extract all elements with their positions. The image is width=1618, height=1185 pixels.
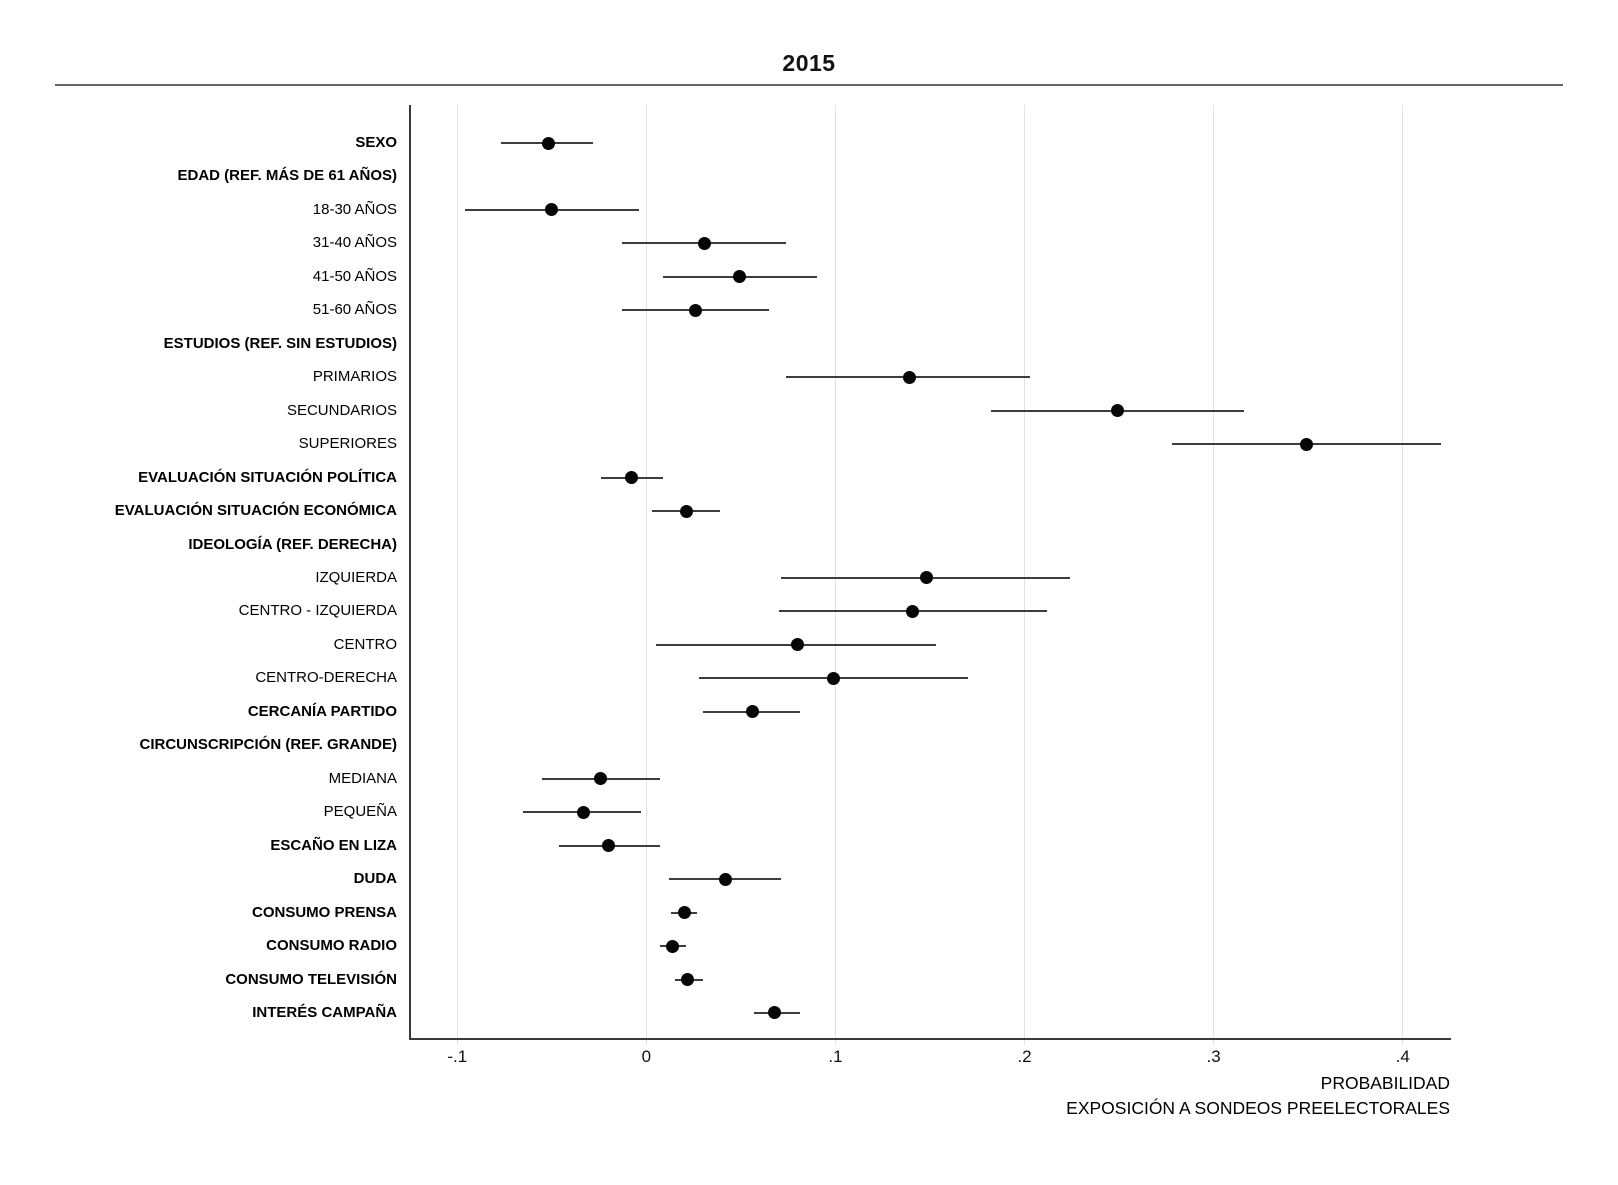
point-estimate xyxy=(545,203,559,217)
row-label: INTERÉS CAMPAÑA xyxy=(252,1003,397,1021)
point-estimate xyxy=(1299,437,1313,451)
row-label: MEDIANA xyxy=(328,769,397,787)
row-label: EVALUACIÓN SITUACIÓN ECONÓMICA xyxy=(114,502,397,520)
point-estimate xyxy=(719,872,733,886)
point-estimate xyxy=(679,504,693,518)
row-label: CENTRO xyxy=(333,635,397,653)
point-estimate xyxy=(681,973,695,986)
x-tick-label: .4 xyxy=(1395,1047,1410,1066)
row-label: 51-60 AÑOS xyxy=(312,301,397,319)
gridline xyxy=(456,105,458,1045)
row-label: CONSUMO PRENSA xyxy=(251,903,397,921)
row-label: EVALUACIÓN SITUACIÓN POLÍTICA xyxy=(138,468,397,486)
point-estimate xyxy=(732,270,746,284)
row-label: SUPERIORES xyxy=(298,435,397,453)
row-label: DUDA xyxy=(353,870,397,888)
y-axis-line xyxy=(409,105,411,1039)
point-estimate xyxy=(594,772,608,786)
point-estimate xyxy=(577,805,591,819)
row-label: ESCAÑO EN LIZA xyxy=(270,836,397,854)
x-tick-label: .2 xyxy=(1017,1047,1032,1066)
row-label: SECUNDARIOS xyxy=(286,401,397,419)
x-tick-label: .1 xyxy=(828,1047,843,1066)
chart-title: 2015 xyxy=(782,50,836,76)
point-estimate xyxy=(902,370,916,384)
point-estimate xyxy=(791,638,805,652)
gridline xyxy=(1213,105,1215,1045)
row-label: CONSUMO TELEVISIÓN xyxy=(225,970,397,988)
gridline xyxy=(645,105,647,1045)
gridline xyxy=(1402,105,1404,1045)
row-label: CONSUMO RADIO xyxy=(266,937,397,955)
point-estimate xyxy=(677,906,691,920)
point-estimate xyxy=(906,604,920,618)
point-estimate xyxy=(689,303,703,317)
point-estimate xyxy=(602,839,616,853)
row-label: IZQUIERDA xyxy=(315,568,397,586)
row-label: 41-50 AÑOS xyxy=(312,267,397,285)
row-label: CERCANÍA PARTIDO xyxy=(247,702,397,720)
x-axis-line xyxy=(409,1038,1451,1040)
row-label: EDAD (REF. MÁS DE 61 AÑOS) xyxy=(177,167,397,185)
row-label: PEQUEÑA xyxy=(323,803,397,821)
row-label: SEXO xyxy=(355,134,397,151)
x-axis-title-line1: PROBABILIDAD xyxy=(1320,1073,1450,1093)
x-tick-label: .3 xyxy=(1206,1047,1221,1066)
point-estimate xyxy=(745,705,759,719)
row-label: IDEOLOGÍA (REF. DERECHA) xyxy=(188,535,397,553)
row-label: 18-30 AÑOS xyxy=(312,200,397,218)
row-label: CENTRO - IZQUIERDA xyxy=(238,602,397,620)
gridline xyxy=(1024,105,1026,1045)
x-tick-label: -.1 xyxy=(447,1047,468,1066)
x-tick-label: 0 xyxy=(641,1047,652,1066)
row-label: ESTUDIOS (REF. SIN ESTUDIOS) xyxy=(163,334,397,352)
point-estimate xyxy=(919,571,933,585)
point-estimate xyxy=(827,671,841,685)
point-estimate xyxy=(698,236,712,250)
title-divider xyxy=(55,84,1563,86)
point-estimate xyxy=(666,939,680,953)
row-label: PRIMARIOS xyxy=(312,368,397,386)
point-estimate xyxy=(1110,404,1124,418)
gridline xyxy=(834,105,836,1045)
point-estimate xyxy=(541,136,555,150)
x-axis-title: PROBABILIDAD EXPOSICIÓN A SONDEOS PREELE… xyxy=(900,1071,1450,1121)
row-label: CIRCUNSCRIPCIÓN (REF. GRANDE) xyxy=(139,736,397,754)
x-axis-title-line2: EXPOSICIÓN A SONDEOS PREELECTORALES xyxy=(1066,1098,1450,1118)
point-estimate xyxy=(768,1006,782,1020)
row-label: CENTRO-DERECHA xyxy=(255,669,397,687)
point-estimate xyxy=(624,471,638,485)
row-label: 31-40 AÑOS xyxy=(312,234,397,252)
